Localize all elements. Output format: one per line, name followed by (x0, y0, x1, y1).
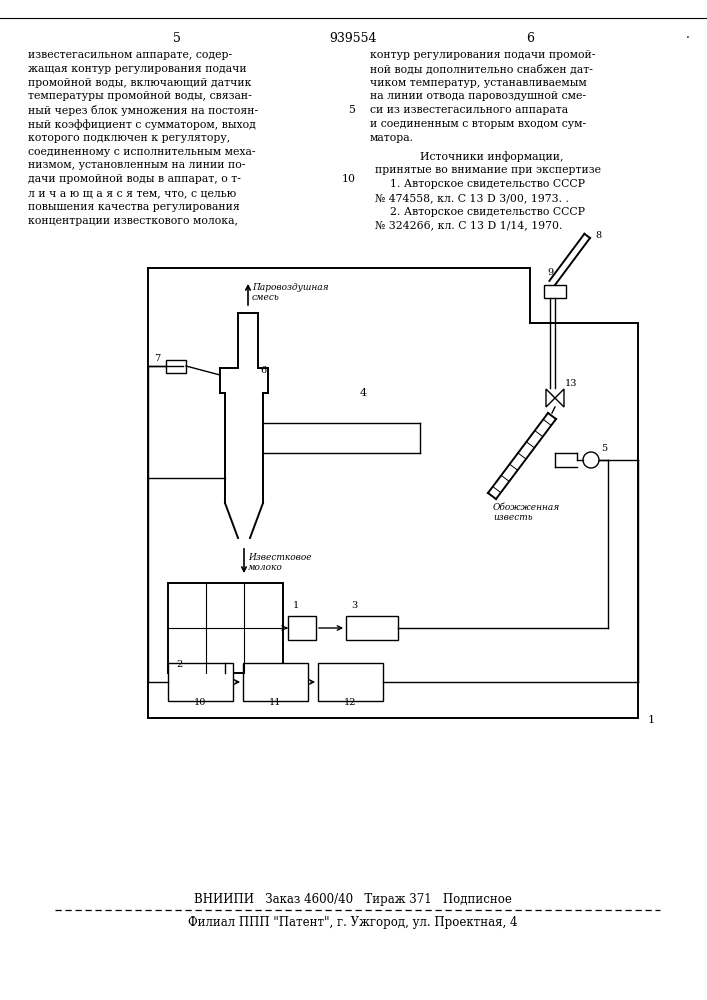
Text: № 324266, кл. С 13 D 1/14, 1970.: № 324266, кл. С 13 D 1/14, 1970. (375, 221, 562, 231)
Text: принятые во внимание при экспертизе: принятые во внимание при экспертизе (375, 165, 601, 175)
Text: Паровоздушная
смесь: Паровоздушная смесь (252, 283, 329, 302)
Bar (288, 616, 316, 640)
Circle shape (583, 452, 599, 468)
Text: жащая контур регулирования подачи: жащая контур регулирования подачи (28, 64, 247, 74)
Text: температуры промойной воды, связан-: температуры промойной воды, связан- (28, 91, 252, 101)
Text: 9: 9 (547, 268, 553, 277)
Text: соединенному с исполнительным меха-: соединенному с исполнительным меха- (28, 147, 255, 157)
Text: 5: 5 (349, 105, 356, 115)
Text: 3: 3 (351, 601, 357, 610)
Bar (168, 583, 283, 673)
Text: 11: 11 (269, 698, 281, 707)
Text: № 474558, кл. С 13 D 3/00, 1973. .: № 474558, кл. С 13 D 3/00, 1973. . (375, 193, 569, 203)
Text: ·: · (686, 32, 690, 45)
Text: ный через блок умножения на постоян-: ный через блок умножения на постоян- (28, 105, 258, 116)
Text: 1: 1 (648, 715, 655, 725)
Text: 10: 10 (342, 174, 356, 184)
Text: 4: 4 (360, 388, 367, 398)
Bar (318, 663, 383, 701)
Text: 8: 8 (595, 231, 601, 240)
Text: Источники информации,: Источники информации, (420, 152, 563, 162)
Text: 5: 5 (173, 32, 181, 45)
Text: на линии отвода паровоздушной сме-: на линии отвода паровоздушной сме- (370, 91, 586, 101)
Text: и соединенным с вторым входом сум-: и соединенным с вторым входом сум- (370, 119, 586, 129)
Text: дачи промойной воды в аппарат, о т-: дачи промойной воды в аппарат, о т- (28, 174, 241, 184)
Text: 5: 5 (601, 444, 607, 453)
Text: 6: 6 (526, 32, 534, 45)
Text: ной воды дополнительно снабжен дат-: ной воды дополнительно снабжен дат- (370, 64, 593, 74)
Text: ный коэффициент с сумматором, выход: ный коэффициент с сумматором, выход (28, 119, 256, 130)
Text: си из известегасильного аппарата: си из известегасильного аппарата (370, 105, 568, 115)
Text: 1: 1 (293, 601, 299, 610)
Bar (544, 285, 566, 298)
Text: Обожженная
известь: Обожженная известь (493, 503, 560, 522)
Text: концентрации известкового молока,: концентрации известкового молока, (28, 216, 238, 226)
Bar (166, 360, 186, 373)
Bar (243, 663, 308, 701)
Text: матора.: матора. (370, 133, 414, 143)
Text: 2. Авторское свидетельство СССР: 2. Авторское свидетельство СССР (390, 207, 585, 217)
Text: Филиал ППП "Патент", г. Ужгород, ул. Проектная, 4: Филиал ППП "Патент", г. Ужгород, ул. Про… (188, 916, 518, 929)
Bar (346, 616, 398, 640)
Text: 939554: 939554 (329, 32, 377, 45)
Text: 6: 6 (260, 366, 266, 375)
Text: повышения качества регулирования: повышения качества регулирования (28, 202, 240, 212)
Text: известегасильном аппарате, содер-: известегасильном аппарате, содер- (28, 50, 232, 60)
Text: 1. Авторское свидетельство СССР: 1. Авторское свидетельство СССР (390, 179, 585, 189)
Text: 12: 12 (344, 698, 356, 707)
Text: которого подключен к регулятору,: которого подключен к регулятору, (28, 133, 230, 143)
Text: Известковое
молоко: Известковое молоко (248, 553, 312, 572)
Text: контур регулирования подачи промой-: контур регулирования подачи промой- (370, 50, 595, 60)
Text: низмом, установленным на линии по-: низмом, установленным на линии по- (28, 160, 245, 170)
Text: 13: 13 (565, 379, 578, 388)
Text: ВНИИПИ   Заказ 4600/40   Тираж 371   Подписное: ВНИИПИ Заказ 4600/40 Тираж 371 Подписное (194, 893, 512, 906)
Text: промойной воды, включающий датчик: промойной воды, включающий датчик (28, 78, 252, 88)
Text: чиком температур, устанавливаемым: чиком температур, устанавливаемым (370, 78, 587, 88)
Text: 10: 10 (194, 698, 206, 707)
Text: л и ч а ю щ а я с я тем, что, с целью: л и ч а ю щ а я с я тем, что, с целью (28, 188, 236, 198)
Text: 2: 2 (176, 660, 182, 669)
Bar (168, 663, 233, 701)
Text: 7: 7 (154, 354, 160, 363)
